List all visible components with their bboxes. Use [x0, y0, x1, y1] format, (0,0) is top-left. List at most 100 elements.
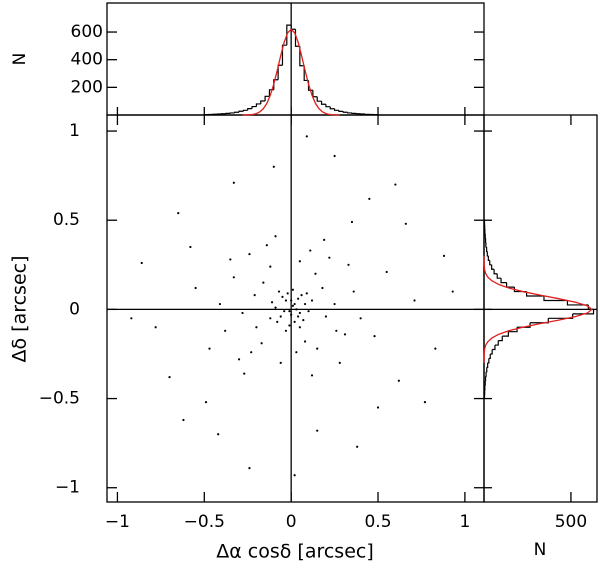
point — [343, 333, 347, 336]
histogram-step — [281, 44, 287, 66]
histogram-step — [489, 260, 492, 266]
point — [272, 165, 275, 168]
histogram-step — [566, 300, 589, 306]
point — [347, 263, 350, 266]
point — [232, 181, 235, 184]
histogram-step — [572, 309, 595, 315]
histogram-step — [312, 90, 318, 98]
point — [298, 311, 301, 315]
point — [279, 315, 282, 318]
point — [352, 290, 355, 293]
point — [321, 286, 324, 290]
histogram-step — [342, 111, 348, 113]
point — [177, 211, 180, 215]
y-tick-label: −0.5 — [39, 389, 80, 409]
point — [168, 376, 171, 379]
histogram-step — [506, 282, 515, 288]
point — [303, 302, 307, 306]
point — [451, 290, 454, 293]
point — [284, 329, 288, 332]
point — [350, 220, 354, 224]
point — [297, 315, 300, 318]
y-tick-label: 200 — [71, 77, 103, 97]
main-frame — [106, 114, 485, 503]
point — [154, 326, 157, 329]
histogram-step — [264, 95, 270, 102]
histogram-step — [491, 264, 495, 270]
point — [293, 302, 296, 306]
x-tick-label: 0.5 — [364, 512, 391, 532]
point — [333, 154, 336, 158]
point — [189, 245, 192, 249]
point — [303, 340, 307, 343]
point — [293, 320, 296, 323]
point — [217, 433, 220, 436]
histogram-step — [494, 340, 499, 346]
point — [328, 256, 331, 259]
point — [279, 361, 282, 364]
histogram-step — [487, 358, 490, 364]
histogram-step — [242, 109, 248, 112]
point — [338, 361, 341, 364]
histogram-step — [333, 108, 339, 111]
point — [253, 294, 256, 297]
point — [442, 254, 446, 257]
point — [316, 429, 319, 432]
histogram-step — [486, 362, 489, 368]
point — [194, 286, 197, 290]
y-tick-label: 400 — [71, 50, 103, 70]
point — [218, 302, 222, 306]
histogram-step — [486, 246, 488, 253]
top-frame — [106, 2, 485, 116]
histogram-step — [530, 318, 549, 324]
top-y-label: N — [10, 53, 30, 66]
histogram-step — [492, 345, 496, 351]
point — [305, 292, 308, 295]
point — [300, 294, 303, 297]
point — [397, 379, 400, 382]
point — [224, 329, 227, 332]
histogram-step — [320, 101, 326, 105]
point — [269, 317, 272, 320]
point — [307, 310, 310, 313]
point — [394, 183, 397, 186]
point — [241, 311, 244, 315]
point — [232, 276, 235, 279]
point — [314, 272, 317, 275]
point — [130, 317, 133, 320]
histogram-step — [273, 79, 279, 90]
point — [310, 374, 314, 377]
y-axis-label: Δδ [arcsec] — [9, 255, 31, 362]
point — [140, 261, 143, 265]
point — [288, 324, 291, 327]
fit-curve — [242, 28, 340, 116]
histogram-step — [496, 273, 502, 279]
point — [284, 299, 288, 302]
point — [274, 306, 277, 309]
point — [297, 297, 300, 300]
histogram-step — [290, 25, 296, 30]
point — [310, 299, 314, 302]
point — [237, 358, 241, 361]
histogram-step — [486, 251, 489, 257]
histogram-step — [493, 269, 498, 275]
x-tick-label: −1 — [105, 512, 130, 532]
histogram-step — [260, 100, 266, 104]
point — [373, 335, 376, 338]
point — [385, 270, 388, 274]
point — [404, 222, 407, 225]
point — [413, 299, 416, 302]
histogram-step — [483, 394, 486, 400]
histogram-step — [238, 110, 244, 113]
point — [281, 295, 284, 299]
histogram-step — [247, 108, 253, 111]
y-tick-label: 1 — [69, 121, 80, 141]
point — [323, 238, 326, 241]
point — [293, 474, 296, 477]
y-tick-label: 0.5 — [53, 210, 80, 230]
histogram-step — [299, 46, 305, 67]
point — [269, 265, 272, 268]
x-tick-label: −0.5 — [184, 512, 225, 532]
histogram-step — [548, 313, 574, 319]
